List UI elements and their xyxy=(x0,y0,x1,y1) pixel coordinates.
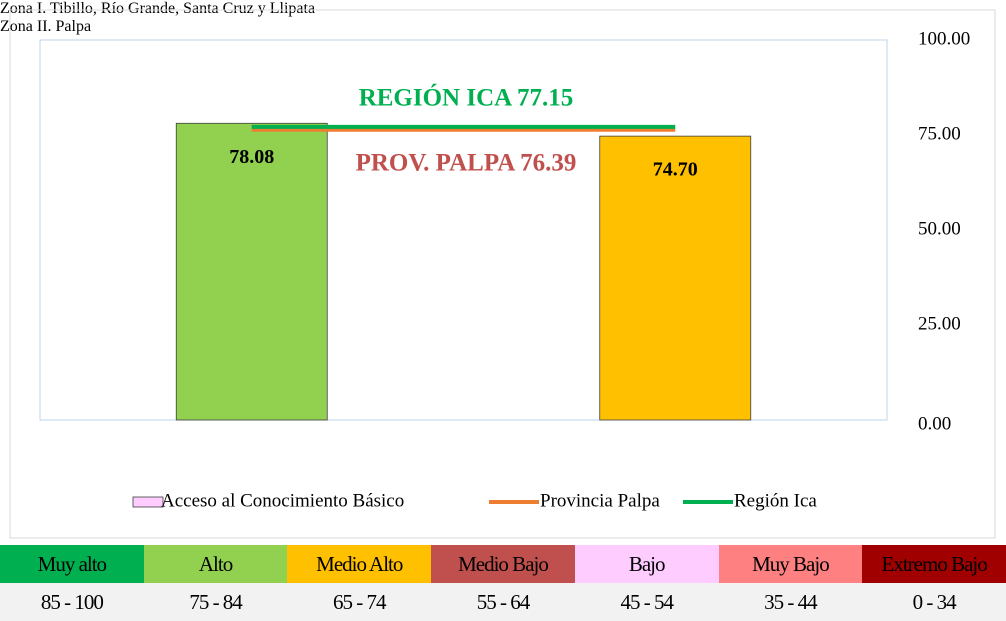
scale-range: 45 - 54 xyxy=(574,583,719,621)
legend-swatch xyxy=(132,496,164,508)
scale-range: 0 - 34 xyxy=(862,583,1006,621)
y-tick-label: 75.00 xyxy=(918,123,961,144)
scale-label: Medio Alto xyxy=(287,545,432,583)
legend-label: Acceso al Conocimiento Básico xyxy=(161,490,404,511)
scale-legend: Muy alto Alto Medio Alto Medio Bajo Bajo Muy … xyxy=(0,545,1006,621)
scale-range: 85 - 100 xyxy=(0,583,144,621)
y-tick-label: 50.00 xyxy=(918,218,961,239)
bar xyxy=(599,135,752,421)
legend-label: Provincia Palpa xyxy=(540,490,660,511)
x-tick-label: Zona II. Palpa xyxy=(0,18,92,35)
annotation: REGIÓN ICA 77.15 xyxy=(359,84,574,112)
scale-label: Extremo Bajo xyxy=(862,545,1006,583)
plot-area xyxy=(39,39,888,421)
scale-range: 55 - 64 xyxy=(431,583,575,621)
legend-label: Región Ica xyxy=(734,490,817,511)
scale-range: 35 - 44 xyxy=(718,583,863,621)
scale-label: Medio Bajo xyxy=(431,545,575,583)
y-tick-label: 0.00 xyxy=(918,413,951,434)
x-tick-label: Zona I. Tibillo, Río Grande, Santa Cruz … xyxy=(0,0,316,17)
scale-label: Bajo xyxy=(574,545,719,583)
scale-range: 65 - 74 xyxy=(287,583,432,621)
annotation: PROV. PALPA 76.39 xyxy=(356,150,577,177)
scale-label: Muy Bajo xyxy=(718,545,863,583)
scale-label: Alto xyxy=(143,545,288,583)
bar xyxy=(175,122,328,421)
data-label: 78.08 xyxy=(229,146,274,168)
scale-label: Muy alto xyxy=(0,545,144,583)
y-tick-label: 100.00 xyxy=(918,28,970,49)
y-tick-label: 25.00 xyxy=(918,313,961,334)
scale-range: 75 - 84 xyxy=(143,583,288,621)
chart-frame xyxy=(9,9,996,539)
data-label: 74.70 xyxy=(653,159,698,181)
chart: 0.00 25.00 50.00 75.00 100.00 78.08 74.70 REGIÓ… xyxy=(9,9,996,539)
